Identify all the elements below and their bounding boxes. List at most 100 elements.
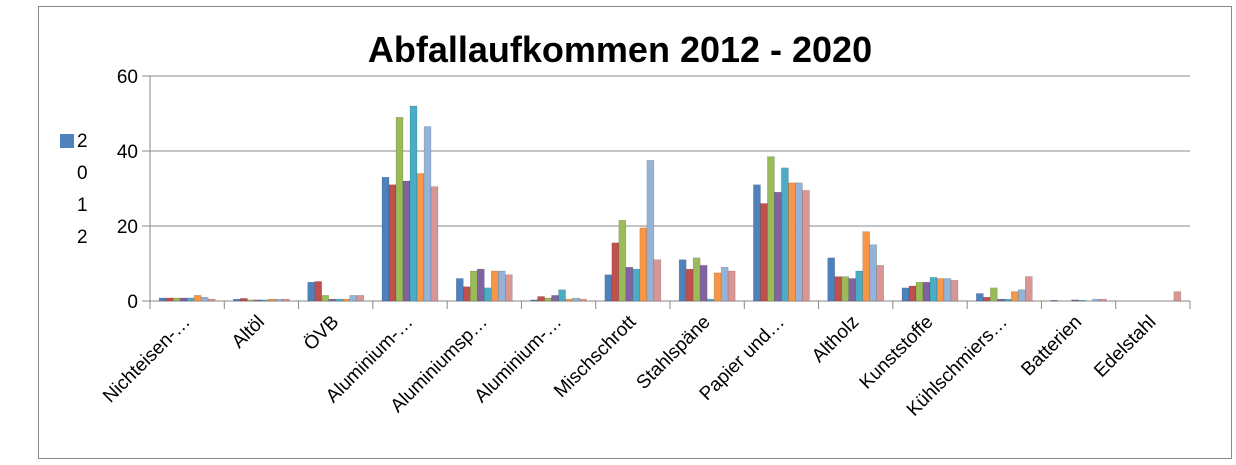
bar — [470, 270, 478, 302]
bar — [788, 182, 796, 302]
bar — [976, 293, 984, 302]
bar — [328, 298, 336, 302]
bar — [456, 278, 464, 302]
bar — [1078, 300, 1086, 302]
bar — [342, 298, 350, 302]
bar — [402, 180, 411, 302]
chart-frame — [38, 6, 1232, 459]
bar — [1018, 289, 1026, 302]
bar — [618, 220, 627, 302]
bar — [158, 297, 167, 302]
bar — [604, 274, 613, 302]
y-tick-label: 20 — [117, 217, 138, 238]
bar — [774, 192, 782, 302]
bar — [901, 287, 910, 302]
bar — [165, 297, 174, 302]
bar — [611, 242, 620, 302]
bar — [179, 297, 188, 302]
bar — [625, 267, 634, 302]
bar — [713, 272, 722, 302]
bar — [423, 126, 432, 302]
bar — [349, 295, 357, 302]
bar — [395, 117, 404, 302]
bar — [841, 276, 849, 302]
bar — [834, 276, 842, 302]
bar — [983, 297, 991, 302]
bar — [692, 257, 701, 302]
bar — [388, 184, 397, 302]
bar — [678, 259, 687, 302]
bar — [802, 190, 810, 302]
bar — [862, 231, 870, 302]
legend-label: 2012 — [77, 131, 88, 248]
bar — [1011, 291, 1019, 302]
bar — [307, 282, 315, 302]
bar — [720, 267, 729, 302]
bar — [247, 299, 255, 302]
bar — [530, 299, 538, 302]
bar — [463, 286, 471, 302]
bar — [997, 298, 1005, 302]
bar — [781, 167, 789, 302]
bar — [950, 280, 959, 302]
bar — [381, 177, 390, 302]
bar — [1004, 298, 1012, 302]
bar — [929, 277, 938, 302]
bar — [990, 287, 998, 302]
bar — [282, 298, 290, 302]
bar — [876, 265, 884, 302]
bar — [936, 278, 945, 302]
bar — [275, 298, 283, 302]
bar — [477, 268, 485, 302]
bar — [1071, 299, 1079, 302]
bar — [314, 281, 322, 302]
y-tick-label: 40 — [117, 142, 138, 163]
bar — [760, 203, 768, 302]
bar — [505, 274, 513, 302]
bar — [356, 295, 364, 302]
bar — [795, 182, 803, 302]
bar — [848, 278, 856, 302]
bar — [653, 259, 662, 302]
bar — [639, 227, 648, 302]
legend-swatch — [60, 134, 74, 148]
bar — [1173, 291, 1182, 302]
bar — [869, 244, 877, 302]
legend: 2012 — [60, 126, 89, 254]
bar — [254, 299, 262, 302]
bar — [409, 105, 418, 302]
bar — [233, 298, 241, 302]
bar — [416, 173, 425, 302]
bar — [1025, 276, 1033, 302]
bar — [537, 296, 545, 302]
bar — [200, 297, 209, 302]
bar — [565, 298, 573, 302]
y-tick-label: 0 — [127, 292, 138, 313]
bar — [491, 270, 499, 302]
chart-title: Abfallaufkommen 2012 - 2020 — [368, 29, 872, 70]
bar — [632, 268, 641, 302]
bar — [753, 184, 761, 302]
y-tick-label: 60 — [117, 67, 138, 88]
bar — [335, 298, 343, 302]
bar — [827, 257, 835, 302]
bar — [1092, 298, 1100, 302]
bar — [908, 285, 917, 302]
bar — [261, 299, 269, 302]
bar — [915, 282, 924, 302]
bar — [186, 297, 195, 302]
bar — [922, 282, 931, 302]
bar — [685, 268, 694, 302]
bar — [430, 186, 439, 302]
bar — [1099, 298, 1107, 302]
bar — [646, 160, 655, 302]
bar — [172, 297, 181, 302]
bar — [207, 298, 216, 302]
bar — [706, 298, 715, 302]
bar — [193, 295, 202, 302]
bar — [551, 295, 559, 302]
bar — [767, 156, 775, 302]
bar — [498, 270, 506, 302]
